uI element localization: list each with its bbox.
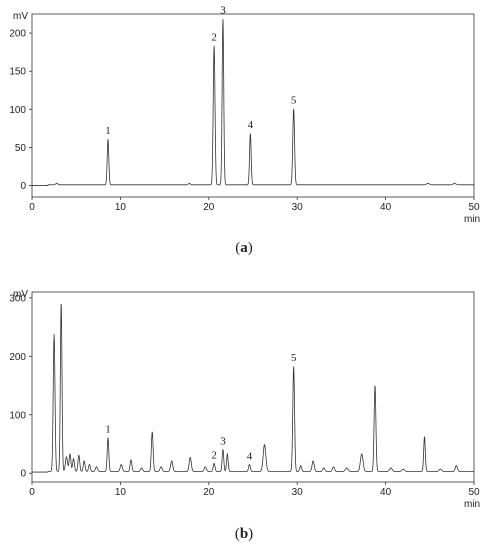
peak-label: 2 (211, 31, 217, 43)
x-tick-label: 30 (292, 202, 304, 213)
x-tick-label: 10 (115, 487, 127, 498)
y-tick-label: 0 (20, 469, 26, 480)
y-unit-label: mV (13, 11, 28, 22)
x-unit-label: min (464, 214, 480, 225)
x-tick-label: 0 (29, 202, 35, 213)
chromatogram-trace (32, 19, 474, 186)
y-tick-label: 0 (20, 181, 26, 192)
chromatogram-trace (32, 304, 474, 473)
x-tick-label: 40 (380, 487, 392, 498)
plot-frame (31, 13, 475, 198)
y-unit-label: mV (13, 289, 28, 300)
peak-label: 4 (248, 119, 254, 131)
peak-label: 2 (211, 449, 217, 461)
x-tick-label: 40 (380, 202, 392, 213)
y-tick-label: 50 (15, 143, 27, 154)
x-tick-label: 10 (115, 202, 127, 213)
y-tick-label: 150 (9, 67, 26, 78)
panel-caption: (a) (235, 240, 253, 256)
peak-label: 3 (220, 435, 226, 447)
x-unit-label: min (464, 499, 480, 510)
plot-frame (31, 291, 475, 483)
panel-caption: (b) (235, 526, 253, 542)
peak-label: 1 (105, 125, 111, 137)
y-tick-label: 100 (9, 410, 26, 421)
x-tick-label: 20 (203, 487, 215, 498)
peak-label: 3 (220, 5, 226, 17)
peak-label: 5 (291, 95, 297, 107)
x-tick-label: 30 (292, 487, 304, 498)
y-tick-label: 200 (9, 29, 26, 40)
x-tick-label: 0 (29, 487, 35, 498)
y-tick-label: 300 (9, 293, 26, 304)
x-tick-label: 20 (203, 202, 215, 213)
y-tick-label: 100 (9, 105, 26, 116)
peak-label: 4 (247, 450, 253, 462)
y-tick-label: 200 (9, 352, 26, 363)
x-tick-label: 50 (468, 487, 480, 498)
x-tick-label: 50 (468, 202, 480, 213)
peak-label: 1 (105, 424, 111, 436)
peak-label: 5 (291, 352, 297, 364)
